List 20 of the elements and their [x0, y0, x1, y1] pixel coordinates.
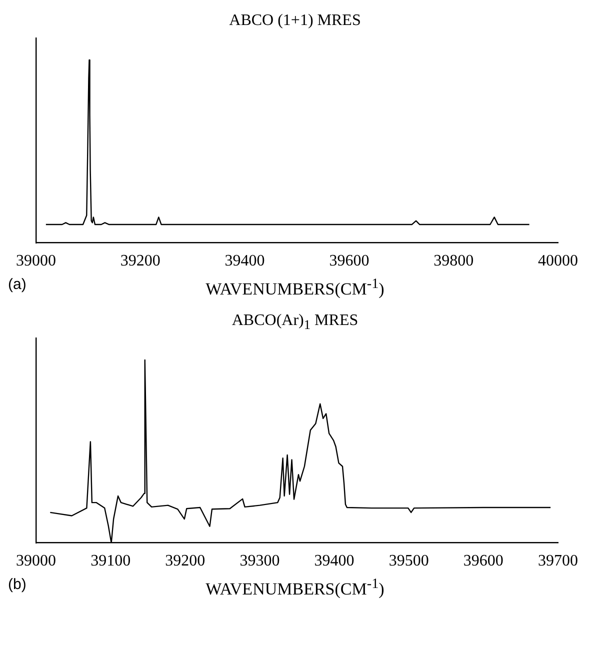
chart-title: ABCO (1+1) MRES	[228, 11, 362, 31]
x-tick-label: 40000	[538, 252, 578, 270]
x-tick-label: 39000	[16, 252, 56, 270]
x-axis-title: WAVENUMBERS(CM$^{-1}$)	[206, 576, 384, 599]
x-tick-label: 39800	[434, 252, 474, 270]
text: (b)	[8, 576, 26, 593]
x-tick-label: 39400	[314, 552, 354, 570]
x-tick-label: 39000	[16, 552, 56, 570]
x-tick-label: 39700	[538, 552, 578, 570]
x-tick-label: 39200	[165, 552, 206, 570]
x-tick-label: 39500	[388, 552, 429, 570]
text: (a)	[8, 276, 26, 293]
x-tick-label: 39100	[90, 552, 131, 570]
x-tick-label: 39300	[240, 552, 280, 570]
x-axis-title: WAVENUMBERS(CM$^{-1}$)	[206, 276, 384, 299]
chart-title: ABCO(Ar)$_{1}$ MRES	[230, 311, 360, 334]
x-tick-label: 39600	[329, 252, 370, 270]
x-tick-label: 39400	[224, 252, 265, 270]
x-tick-label: 39600	[463, 552, 504, 570]
x-tick-label: 39200	[120, 252, 160, 270]
